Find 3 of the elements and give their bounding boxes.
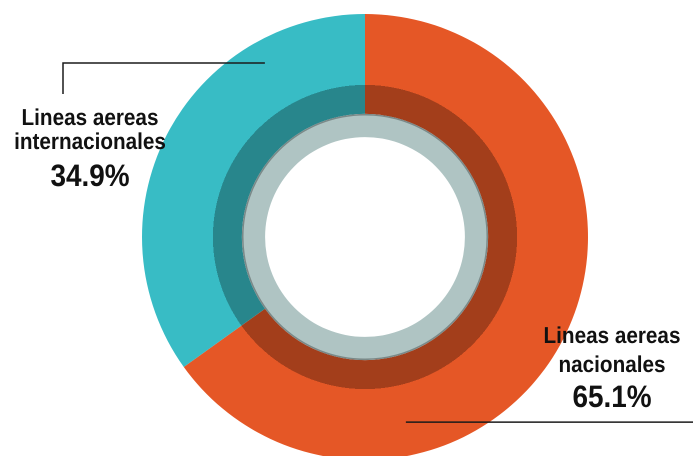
data-label: 34.9%: [50, 158, 130, 194]
slice-label: Lineas aereas internacionales: [14, 104, 166, 154]
data-label: 65.1%: [572, 380, 652, 414]
